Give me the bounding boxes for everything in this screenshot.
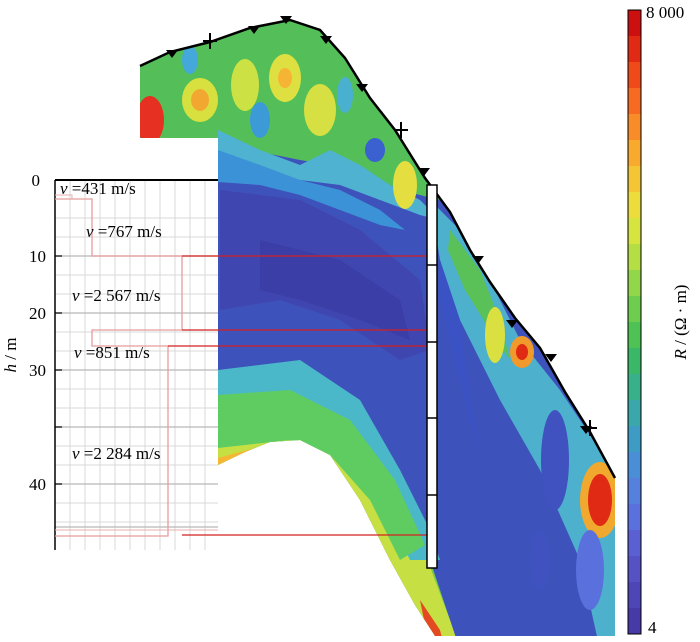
colorbar-title: R / (Ω · m): [671, 285, 690, 361]
velocity-label-3: v =2 567 m/s: [72, 286, 160, 305]
colorbar-cell: [628, 218, 641, 245]
colorbar-cell: [628, 504, 641, 531]
colorbar-cell: [628, 322, 641, 349]
y-tick-0: 0: [32, 171, 41, 190]
y-tick-20: 20: [29, 304, 46, 323]
colorbar-min-label: 4: [648, 618, 657, 637]
colorbar-cell: [628, 478, 641, 505]
colorbar-cell: [628, 556, 641, 583]
velocity-label-1: v =431 m/s: [60, 179, 136, 198]
colorbar-cell: [628, 530, 641, 557]
colorbar-cell: [628, 114, 641, 141]
colorbar-cell: [628, 452, 641, 479]
geophone-markers: [166, 16, 592, 434]
colorbar-cell: [628, 62, 641, 89]
colorbar-cell: [628, 270, 641, 297]
colorbar-cell: [628, 10, 641, 37]
colorbar-cell: [628, 244, 641, 271]
colorbar-cell: [628, 608, 641, 635]
y-tick-40: 40: [29, 475, 46, 494]
colorbar-cell: [628, 36, 641, 63]
colorbar-scale: [628, 10, 641, 635]
colorbar-cell: [628, 192, 641, 219]
velocity-label-2: v =767 m/s: [86, 222, 162, 241]
colorbar-cell: [628, 426, 641, 453]
y-axis-title: h / m: [1, 338, 20, 373]
colorbar-cell: [628, 296, 641, 323]
velocity-label-4: v =851 m/s: [74, 343, 150, 362]
y-tick-30: 30: [29, 361, 46, 380]
velocity-label-5: v =2 284 m/s: [72, 444, 160, 463]
shot-markers: [203, 33, 597, 436]
terrain-surface: [139, 18, 617, 479]
colorbar-cell: [628, 348, 641, 375]
velocity-profile-panel: [54, 179, 218, 550]
colorbar-cell: [628, 166, 641, 193]
layer-interface-lines: [168, 255, 430, 536]
colorbar: 8 000 4 R / (Ω · m): [627, 3, 690, 637]
colorbar-cell: [628, 582, 641, 609]
borehole-log: [426, 184, 438, 569]
colorbar-cell: [628, 140, 641, 167]
y-tick-10: 10: [29, 247, 46, 266]
colorbar-cell: [628, 374, 641, 401]
colorbar-max-label: 8 000: [646, 3, 684, 22]
colorbar-cell: [628, 400, 641, 427]
velocity-step-curve: [55, 198, 183, 537]
colorbar-cell: [628, 88, 641, 115]
